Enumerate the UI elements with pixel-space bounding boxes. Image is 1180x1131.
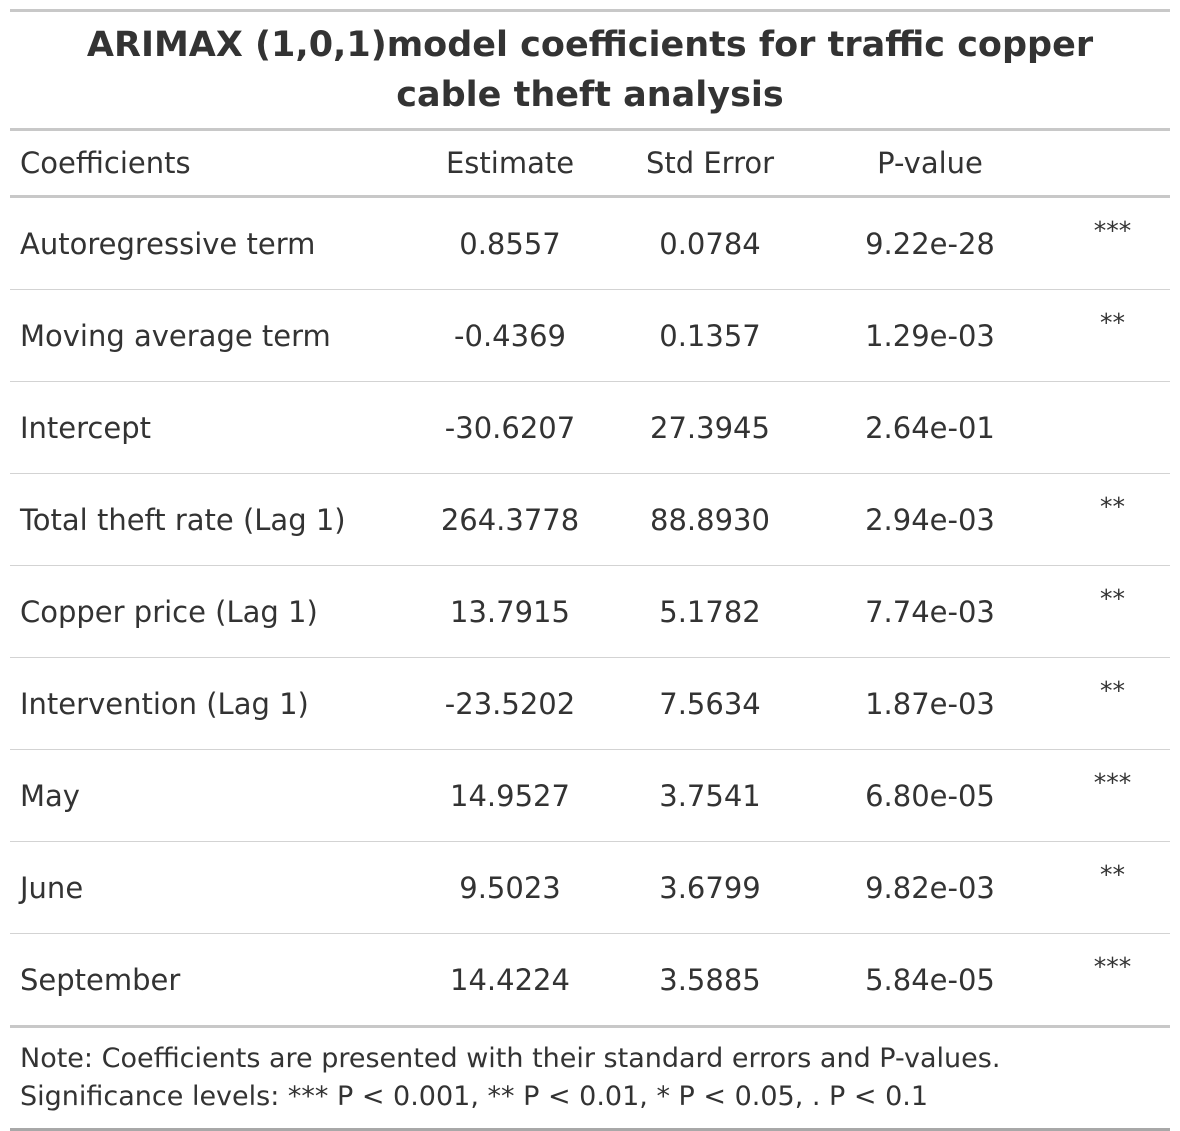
table-row: Autoregressive term 0.8557 0.0784 9.22e-…	[10, 196, 1170, 290]
cell-std-error: 5.1782	[615, 565, 805, 658]
cell-estimate: 14.9527	[405, 749, 615, 842]
cell-p-value: 6.80e-05	[805, 749, 1055, 842]
header-row: Coefficients Estimate Std Error P-value	[10, 128, 1170, 198]
cell-coefficient: Copper price (Lag 1)	[10, 565, 405, 658]
cell-std-error: 3.7541	[615, 749, 805, 842]
cell-significance: ***	[1055, 933, 1170, 1028]
cell-estimate: 13.7915	[405, 565, 615, 658]
cell-std-error: 7.5634	[615, 657, 805, 750]
footnote-note: Note: Coefficients are presented with th…	[20, 1043, 1001, 1074]
table-footnote: Note: Coefficients are presented with th…	[10, 1028, 1170, 1128]
cell-coefficient: Intercept	[10, 381, 405, 474]
cell-significance: **	[1055, 657, 1170, 750]
cell-coefficient: June	[10, 841, 405, 934]
cell-coefficient: Autoregressive term	[10, 196, 405, 290]
cell-coefficient: Intervention (Lag 1)	[10, 657, 405, 750]
column-header-significance	[1055, 128, 1170, 198]
cell-p-value: 7.74e-03	[805, 565, 1055, 658]
cell-significance: **	[1055, 565, 1170, 658]
table-row: Moving average term -0.4369 0.1357 1.29e…	[10, 289, 1170, 382]
coefficients-table: Coefficients Estimate Std Error P-value …	[10, 128, 1170, 1028]
cell-significance	[1055, 381, 1170, 474]
cell-coefficient: September	[10, 933, 405, 1028]
table-title: ARIMAX (1,0,1)model coefficients for tra…	[86, 25, 1094, 115]
cell-std-error: 0.1357	[615, 289, 805, 382]
cell-estimate: 264.3778	[405, 473, 615, 566]
cell-std-error: 3.6799	[615, 841, 805, 934]
cell-p-value: 1.87e-03	[805, 657, 1055, 750]
cell-coefficient: May	[10, 749, 405, 842]
cell-p-value: 2.64e-01	[805, 381, 1055, 474]
cell-std-error: 88.8930	[615, 473, 805, 566]
table-row: Intervention (Lag 1) -23.5202 7.5634 1.8…	[10, 657, 1170, 750]
cell-significance: ***	[1055, 749, 1170, 842]
cell-estimate: 0.8557	[405, 196, 615, 290]
cell-significance: **	[1055, 841, 1170, 934]
cell-coefficient: Moving average term	[10, 289, 405, 382]
cell-estimate: -23.5202	[405, 657, 615, 750]
top-rule	[10, 9, 1170, 12]
coefficients-table-container: ARIMAX (1,0,1)model coefficients for tra…	[10, 9, 1170, 1131]
table-row: September 14.4224 3.5885 5.84e-05 ***	[10, 933, 1170, 1028]
table-row: Intercept -30.6207 27.3945 2.64e-01	[10, 381, 1170, 474]
column-header-p-value: P-value	[805, 128, 1055, 198]
table-row: June 9.5023 3.6799 9.82e-03 **	[10, 841, 1170, 934]
cell-estimate: -30.6207	[405, 381, 615, 474]
table-row: Total theft rate (Lag 1) 264.3778 88.893…	[10, 473, 1170, 566]
cell-std-error: 0.0784	[615, 196, 805, 290]
column-header-coefficients: Coefficients	[10, 128, 405, 198]
footnote-significance-levels: Significance levels: *** P < 0.001, ** P…	[20, 1081, 929, 1112]
cell-p-value: 5.84e-05	[805, 933, 1055, 1028]
cell-significance: **	[1055, 289, 1170, 382]
cell-std-error: 3.5885	[615, 933, 805, 1028]
cell-p-value: 1.29e-03	[805, 289, 1055, 382]
cell-estimate: 9.5023	[405, 841, 615, 934]
cell-coefficient: Total theft rate (Lag 1)	[10, 473, 405, 566]
table-row: Copper price (Lag 1) 13.7915 5.1782 7.74…	[10, 565, 1170, 658]
cell-p-value: 9.82e-03	[805, 841, 1055, 934]
table-row: May 14.9527 3.7541 6.80e-05 ***	[10, 749, 1170, 842]
cell-estimate: -0.4369	[405, 289, 615, 382]
cell-significance: **	[1055, 473, 1170, 566]
column-header-std-error: Std Error	[615, 128, 805, 198]
cell-p-value: 2.94e-03	[805, 473, 1055, 566]
column-header-estimate: Estimate	[405, 128, 615, 198]
cell-significance: ***	[1055, 196, 1170, 290]
cell-p-value: 9.22e-28	[805, 196, 1055, 290]
cell-estimate: 14.4224	[405, 933, 615, 1028]
cell-std-error: 27.3945	[615, 381, 805, 474]
